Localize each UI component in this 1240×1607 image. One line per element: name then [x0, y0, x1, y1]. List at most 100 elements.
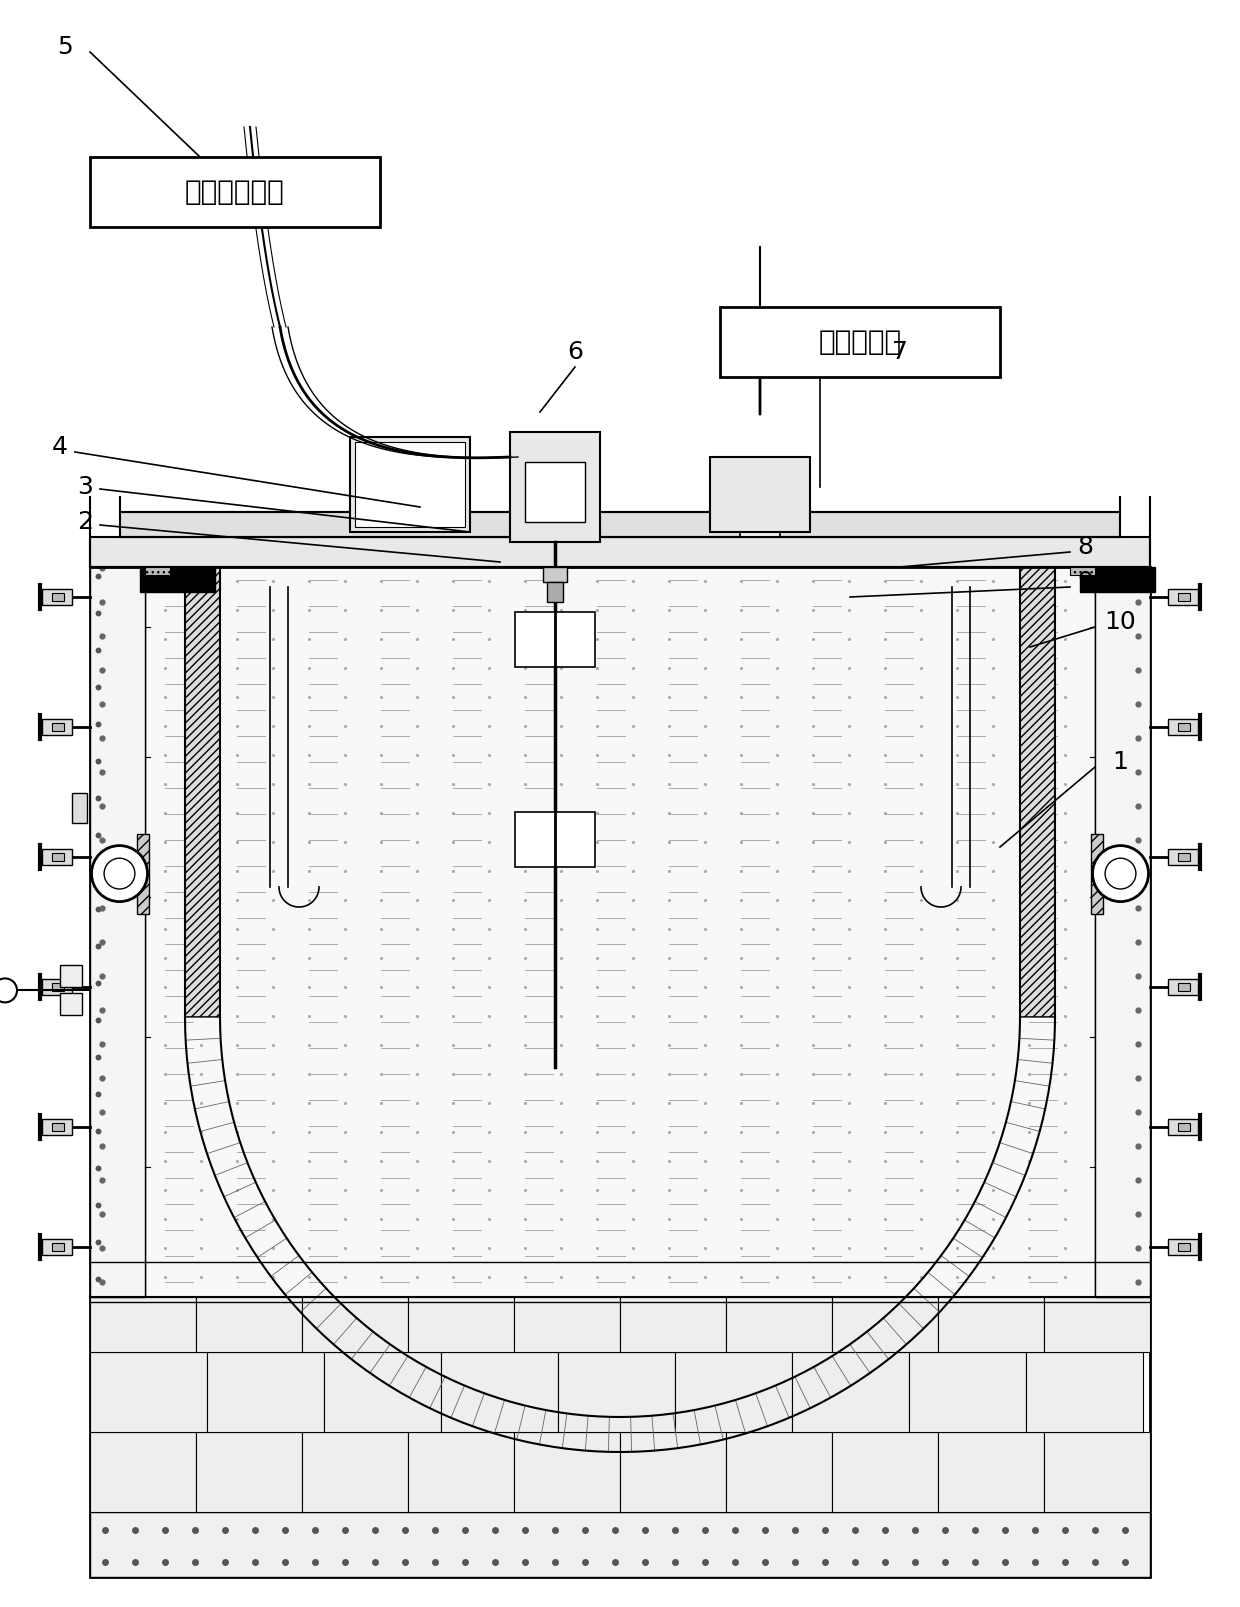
Bar: [1168, 1118, 1198, 1135]
Bar: [408, 1432, 515, 1512]
Bar: [52, 723, 64, 731]
Bar: [91, 1512, 1149, 1576]
Bar: [725, 1297, 832, 1351]
Circle shape: [1092, 845, 1148, 902]
Bar: [52, 853, 64, 861]
Bar: [136, 834, 149, 914]
Bar: [510, 432, 600, 542]
Bar: [1070, 567, 1095, 575]
Bar: [42, 979, 72, 995]
Text: 1: 1: [1112, 750, 1128, 775]
Circle shape: [1105, 858, 1136, 889]
Bar: [832, 1297, 937, 1351]
Bar: [1080, 567, 1154, 591]
Bar: [515, 612, 595, 667]
Text: 抽真空装置: 抽真空装置: [818, 328, 901, 357]
Bar: [350, 437, 470, 532]
Circle shape: [92, 845, 148, 902]
Bar: [620, 1297, 725, 1351]
Circle shape: [104, 858, 135, 889]
Bar: [42, 1118, 72, 1135]
Bar: [1021, 567, 1055, 1017]
Bar: [1178, 853, 1190, 861]
Text: 超声波发生器: 超声波发生器: [185, 178, 285, 206]
Bar: [937, 1432, 1044, 1512]
Bar: [740, 461, 780, 537]
Bar: [52, 1242, 64, 1250]
Bar: [1168, 979, 1198, 995]
Bar: [42, 590, 72, 604]
Text: 10: 10: [1104, 611, 1136, 635]
Text: 5: 5: [57, 35, 73, 59]
Bar: [515, 1297, 620, 1351]
Bar: [207, 1351, 324, 1432]
Bar: [60, 993, 82, 1016]
Bar: [91, 1297, 196, 1351]
Bar: [725, 1432, 832, 1512]
Bar: [303, 1432, 408, 1512]
Bar: [408, 1297, 515, 1351]
Bar: [145, 567, 170, 575]
Bar: [909, 1351, 1025, 1432]
Bar: [219, 567, 1021, 1228]
Bar: [91, 567, 145, 1297]
Bar: [792, 1351, 909, 1432]
Bar: [558, 1351, 675, 1432]
Bar: [185, 567, 219, 1017]
Bar: [832, 1432, 937, 1512]
Bar: [91, 157, 379, 227]
Text: 7: 7: [892, 341, 908, 365]
Circle shape: [0, 979, 17, 1003]
Bar: [91, 1351, 207, 1432]
Bar: [355, 442, 465, 527]
Bar: [52, 983, 64, 992]
Bar: [1044, 1297, 1149, 1351]
Bar: [1178, 723, 1190, 731]
Bar: [91, 1432, 196, 1512]
Bar: [145, 567, 1095, 1297]
Text: 3: 3: [77, 476, 93, 500]
Bar: [515, 1432, 620, 1512]
Bar: [196, 1432, 303, 1512]
Bar: [1168, 848, 1198, 865]
Bar: [60, 966, 82, 987]
Bar: [1168, 590, 1198, 604]
Bar: [547, 582, 563, 603]
Bar: [1091, 834, 1104, 914]
Bar: [120, 513, 1120, 537]
Bar: [52, 593, 64, 601]
Bar: [937, 1297, 1044, 1351]
Bar: [196, 1297, 303, 1351]
Bar: [1168, 718, 1198, 734]
Text: 4: 4: [52, 435, 68, 460]
Bar: [1095, 567, 1149, 1297]
Bar: [42, 1239, 72, 1255]
Bar: [620, 1432, 725, 1512]
Bar: [42, 718, 72, 734]
Bar: [711, 456, 810, 532]
Bar: [303, 1297, 408, 1351]
Bar: [1178, 1123, 1190, 1131]
Text: 2: 2: [77, 509, 93, 534]
Text: 8: 8: [1078, 535, 1092, 559]
Bar: [441, 1351, 558, 1432]
Bar: [140, 567, 215, 591]
Bar: [1044, 1432, 1149, 1512]
Bar: [52, 1123, 64, 1131]
Bar: [1178, 983, 1190, 992]
Text: 9: 9: [1078, 570, 1092, 595]
Bar: [91, 537, 1149, 567]
Bar: [1178, 593, 1190, 601]
Bar: [42, 848, 72, 865]
Bar: [515, 812, 595, 868]
Bar: [525, 461, 585, 522]
Bar: [324, 1351, 441, 1432]
Bar: [675, 1351, 792, 1432]
Bar: [1178, 1242, 1190, 1250]
Text: 6: 6: [567, 341, 583, 365]
Bar: [543, 567, 567, 582]
Bar: [1168, 1239, 1198, 1255]
Bar: [720, 307, 999, 378]
Bar: [1025, 1351, 1143, 1432]
Bar: [91, 567, 1149, 1576]
